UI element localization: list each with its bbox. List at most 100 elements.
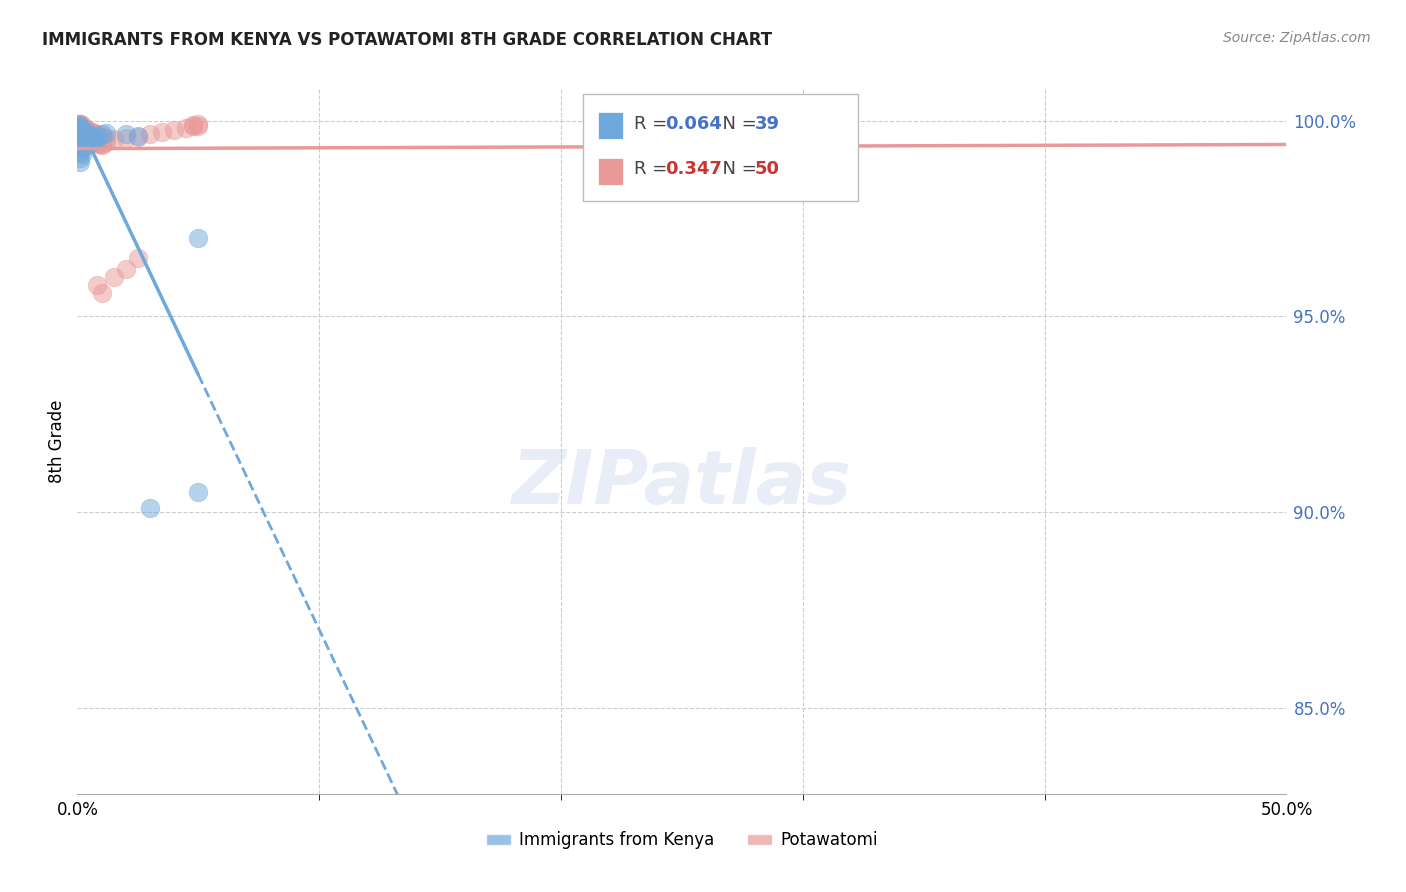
Point bbox=[73, 136, 96, 151]
Point bbox=[139, 127, 162, 141]
Text: Source: ZipAtlas.com: Source: ZipAtlas.com bbox=[1223, 31, 1371, 45]
Point bbox=[83, 131, 105, 145]
Text: 50: 50 bbox=[755, 160, 780, 178]
Point bbox=[79, 129, 101, 144]
Point bbox=[72, 121, 94, 136]
Point bbox=[69, 151, 91, 165]
Point bbox=[73, 130, 96, 145]
Point bbox=[76, 127, 98, 141]
Point bbox=[70, 146, 93, 161]
Point bbox=[90, 130, 112, 145]
Point bbox=[86, 127, 108, 141]
Point bbox=[187, 120, 209, 134]
Point bbox=[90, 137, 112, 152]
Point bbox=[80, 134, 103, 148]
Point bbox=[69, 139, 91, 153]
Point bbox=[83, 134, 105, 148]
Text: N =: N = bbox=[711, 115, 763, 133]
Point bbox=[70, 125, 93, 139]
Point bbox=[86, 132, 108, 146]
Point bbox=[96, 126, 118, 140]
Point bbox=[83, 135, 105, 149]
Point bbox=[83, 131, 105, 145]
Text: 39: 39 bbox=[755, 115, 780, 133]
Point bbox=[75, 122, 97, 136]
Point bbox=[70, 123, 93, 137]
Point bbox=[86, 136, 108, 151]
Point bbox=[73, 136, 96, 151]
Point bbox=[80, 125, 103, 139]
Point bbox=[76, 137, 98, 152]
Point bbox=[86, 133, 108, 147]
Point bbox=[69, 122, 91, 136]
Point bbox=[187, 231, 209, 245]
Point bbox=[76, 123, 98, 137]
Point bbox=[90, 285, 112, 300]
Point bbox=[183, 120, 205, 134]
Point bbox=[114, 262, 136, 277]
Point bbox=[86, 277, 108, 292]
Legend: Immigrants from Kenya, Potawatomi: Immigrants from Kenya, Potawatomi bbox=[479, 825, 884, 856]
Point bbox=[174, 121, 197, 136]
Y-axis label: 8th Grade: 8th Grade bbox=[48, 400, 66, 483]
Point bbox=[75, 127, 97, 141]
Point bbox=[73, 129, 96, 144]
Point bbox=[69, 118, 91, 132]
Point bbox=[70, 117, 93, 131]
Point bbox=[69, 123, 91, 137]
Point bbox=[69, 120, 91, 135]
Point bbox=[72, 124, 94, 138]
Point bbox=[187, 117, 209, 131]
Point bbox=[90, 127, 112, 141]
Point bbox=[127, 129, 149, 144]
Point bbox=[76, 131, 98, 145]
Point bbox=[150, 125, 173, 139]
Point bbox=[187, 485, 209, 500]
Point bbox=[73, 120, 96, 135]
Point bbox=[90, 136, 112, 151]
Point bbox=[77, 128, 100, 143]
Point bbox=[83, 126, 105, 140]
Text: R =: R = bbox=[634, 115, 673, 133]
Point bbox=[70, 124, 93, 138]
Point bbox=[163, 123, 186, 137]
Point bbox=[80, 132, 103, 146]
Point bbox=[73, 126, 96, 140]
Text: 0.064: 0.064 bbox=[665, 115, 721, 133]
Point bbox=[114, 127, 136, 141]
Point bbox=[103, 132, 125, 146]
Point bbox=[127, 251, 149, 265]
Text: 0.347: 0.347 bbox=[665, 160, 721, 178]
Point bbox=[67, 117, 90, 131]
Point bbox=[80, 129, 103, 144]
Text: ZIPatlas: ZIPatlas bbox=[512, 447, 852, 520]
Point bbox=[103, 270, 125, 285]
Text: N =: N = bbox=[711, 160, 763, 178]
Point bbox=[80, 130, 103, 145]
Point bbox=[139, 501, 162, 516]
Point bbox=[127, 130, 149, 145]
Point bbox=[70, 120, 93, 134]
Point bbox=[183, 118, 205, 132]
Point bbox=[73, 126, 96, 140]
Point bbox=[67, 136, 90, 151]
Point bbox=[87, 136, 110, 151]
Point bbox=[79, 131, 101, 145]
Point bbox=[114, 131, 136, 145]
Point bbox=[69, 145, 91, 159]
Point bbox=[69, 154, 91, 169]
Point bbox=[79, 124, 101, 138]
Point bbox=[86, 129, 108, 144]
Point bbox=[96, 131, 118, 145]
Point bbox=[67, 120, 90, 134]
Point bbox=[96, 135, 118, 149]
Text: IMMIGRANTS FROM KENYA VS POTAWATOMI 8TH GRADE CORRELATION CHART: IMMIGRANTS FROM KENYA VS POTAWATOMI 8TH … bbox=[42, 31, 772, 49]
Text: R =: R = bbox=[634, 160, 673, 178]
Point bbox=[67, 117, 90, 131]
Point bbox=[70, 141, 93, 155]
Point bbox=[70, 135, 93, 149]
Point bbox=[76, 130, 98, 145]
Point bbox=[79, 130, 101, 145]
Point bbox=[79, 133, 101, 147]
Point bbox=[70, 127, 93, 141]
